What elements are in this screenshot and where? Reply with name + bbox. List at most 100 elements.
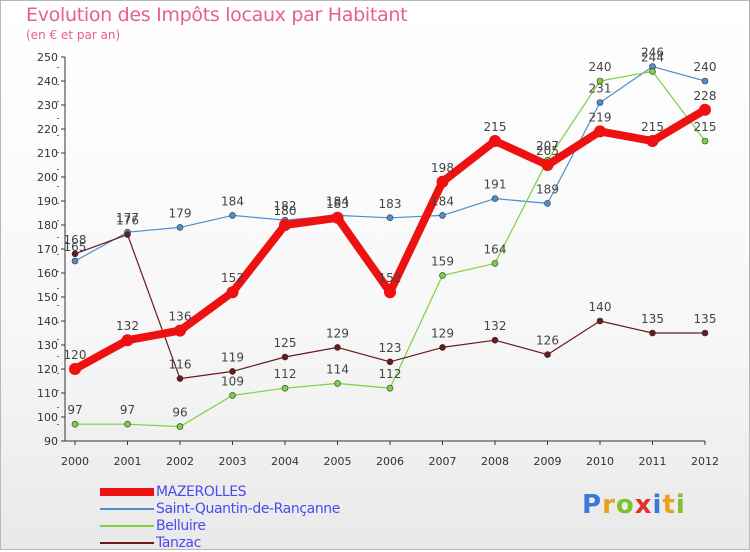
- data-point: [491, 260, 499, 267]
- data-point: [491, 336, 499, 344]
- data-point: [71, 257, 79, 265]
- data-point: [174, 324, 186, 337]
- data-point: [701, 77, 709, 85]
- y-tick-label: 230: [37, 99, 58, 112]
- data-point: [229, 212, 236, 219]
- data-label: 184: [221, 194, 244, 208]
- data-point: [439, 212, 446, 219]
- data-point: [124, 231, 131, 238]
- data-label: 244: [641, 50, 664, 64]
- data-point: [124, 420, 131, 428]
- x-tick-label: 2002: [166, 455, 194, 468]
- data-point: [439, 344, 446, 351]
- data-point: [334, 380, 341, 387]
- data-label: 165: [64, 240, 87, 254]
- data-label: 240: [589, 60, 612, 74]
- x-tick-label: 2012: [691, 455, 719, 468]
- data-point: [176, 224, 184, 231]
- legend-swatch: [100, 508, 154, 510]
- y-tick-label: 190: [37, 195, 58, 208]
- data-label: 126: [536, 334, 559, 348]
- data-label: 136: [169, 310, 192, 324]
- data-label: 182: [274, 199, 297, 213]
- data-label: 135: [694, 312, 717, 326]
- data-point: [701, 329, 709, 337]
- y-tick-label: 150: [37, 291, 58, 304]
- data-label: 159: [431, 254, 454, 268]
- x-tick-label: 2001: [114, 455, 142, 468]
- x-tick-label: 2000: [61, 455, 89, 468]
- data-label: 97: [120, 403, 135, 417]
- legend-label: MAZEROLLES: [156, 484, 247, 500]
- chart-axes: 90 100 110 120 130 140 150 160 170 180 190 200 210 22…: [37, 51, 719, 468]
- data-label: 231: [589, 82, 612, 96]
- data-label: 215: [694, 120, 717, 134]
- data-label: 183: [326, 197, 349, 211]
- data-label: 97: [67, 403, 82, 417]
- data-point: [121, 334, 134, 347]
- data-label: 228: [694, 89, 717, 103]
- data-point: [69, 363, 81, 375]
- y-tick-label: 130: [37, 339, 58, 352]
- data-label: 176: [116, 214, 139, 228]
- legend-swatch: [100, 525, 154, 527]
- data-point: [71, 250, 79, 258]
- data-label: 180: [274, 204, 297, 218]
- y-tick-label: 170: [37, 243, 58, 256]
- x-tick-label: 2004: [271, 455, 299, 468]
- data-point: [331, 211, 344, 224]
- data-label: 177: [116, 211, 139, 225]
- data-label: 168: [64, 233, 87, 247]
- y-tick-label: 110: [37, 387, 58, 400]
- data-point: [386, 384, 394, 392]
- x-tick-label: 2010: [586, 455, 614, 468]
- data-label: 207: [536, 139, 559, 153]
- data-label: 191: [484, 178, 507, 192]
- data-point: [699, 103, 711, 116]
- data-point: [226, 286, 239, 299]
- chart-subtitle: (en € et par an): [26, 28, 121, 42]
- data-point: [281, 353, 289, 361]
- x-tick-label: 2011: [639, 455, 667, 468]
- data-label: 240: [694, 60, 717, 74]
- x-tick-label: 2006: [376, 455, 404, 468]
- data-label: 179: [169, 206, 192, 220]
- data-point: [386, 214, 394, 222]
- data-point: [489, 135, 501, 147]
- x-tick-label: 2009: [534, 455, 562, 468]
- data-label: 198: [431, 161, 454, 175]
- y-tick-label: 140: [37, 315, 58, 328]
- data-point: [281, 384, 289, 392]
- data-point: [386, 358, 394, 366]
- data-point: [279, 219, 291, 231]
- proxiti-logo: Proxiti: [582, 490, 686, 520]
- y-tick-label: 220: [37, 123, 58, 136]
- data-label: 219: [589, 110, 612, 124]
- y-tick-label: 240: [37, 75, 58, 88]
- data-label: 96: [172, 406, 187, 420]
- x-tick-label: 2007: [429, 455, 457, 468]
- legend-label: Saint-Quantin-de-Rançanne: [156, 501, 340, 517]
- y-tick-label: 210: [37, 147, 58, 160]
- y-tick-label: 120: [37, 363, 58, 376]
- data-label: 129: [431, 326, 454, 340]
- data-label: 246: [641, 46, 664, 60]
- data-label: 152: [221, 271, 244, 285]
- data-label: 152: [379, 271, 402, 285]
- data-label: 132: [116, 319, 139, 333]
- data-label: 123: [379, 341, 402, 355]
- chart-title: Evolution des Impôts locaux par Habitant: [26, 4, 408, 26]
- data-point: [436, 175, 449, 188]
- data-point: [491, 195, 499, 202]
- legend-swatch: [100, 542, 154, 544]
- data-label: 215: [641, 120, 664, 134]
- data-label: 114: [326, 362, 349, 376]
- data-point: [229, 392, 236, 399]
- y-tick-label: 200: [37, 171, 58, 184]
- data-label: 184: [431, 194, 454, 208]
- data-label: 164: [484, 242, 507, 256]
- data-point: [439, 272, 446, 279]
- data-point: [176, 375, 184, 382]
